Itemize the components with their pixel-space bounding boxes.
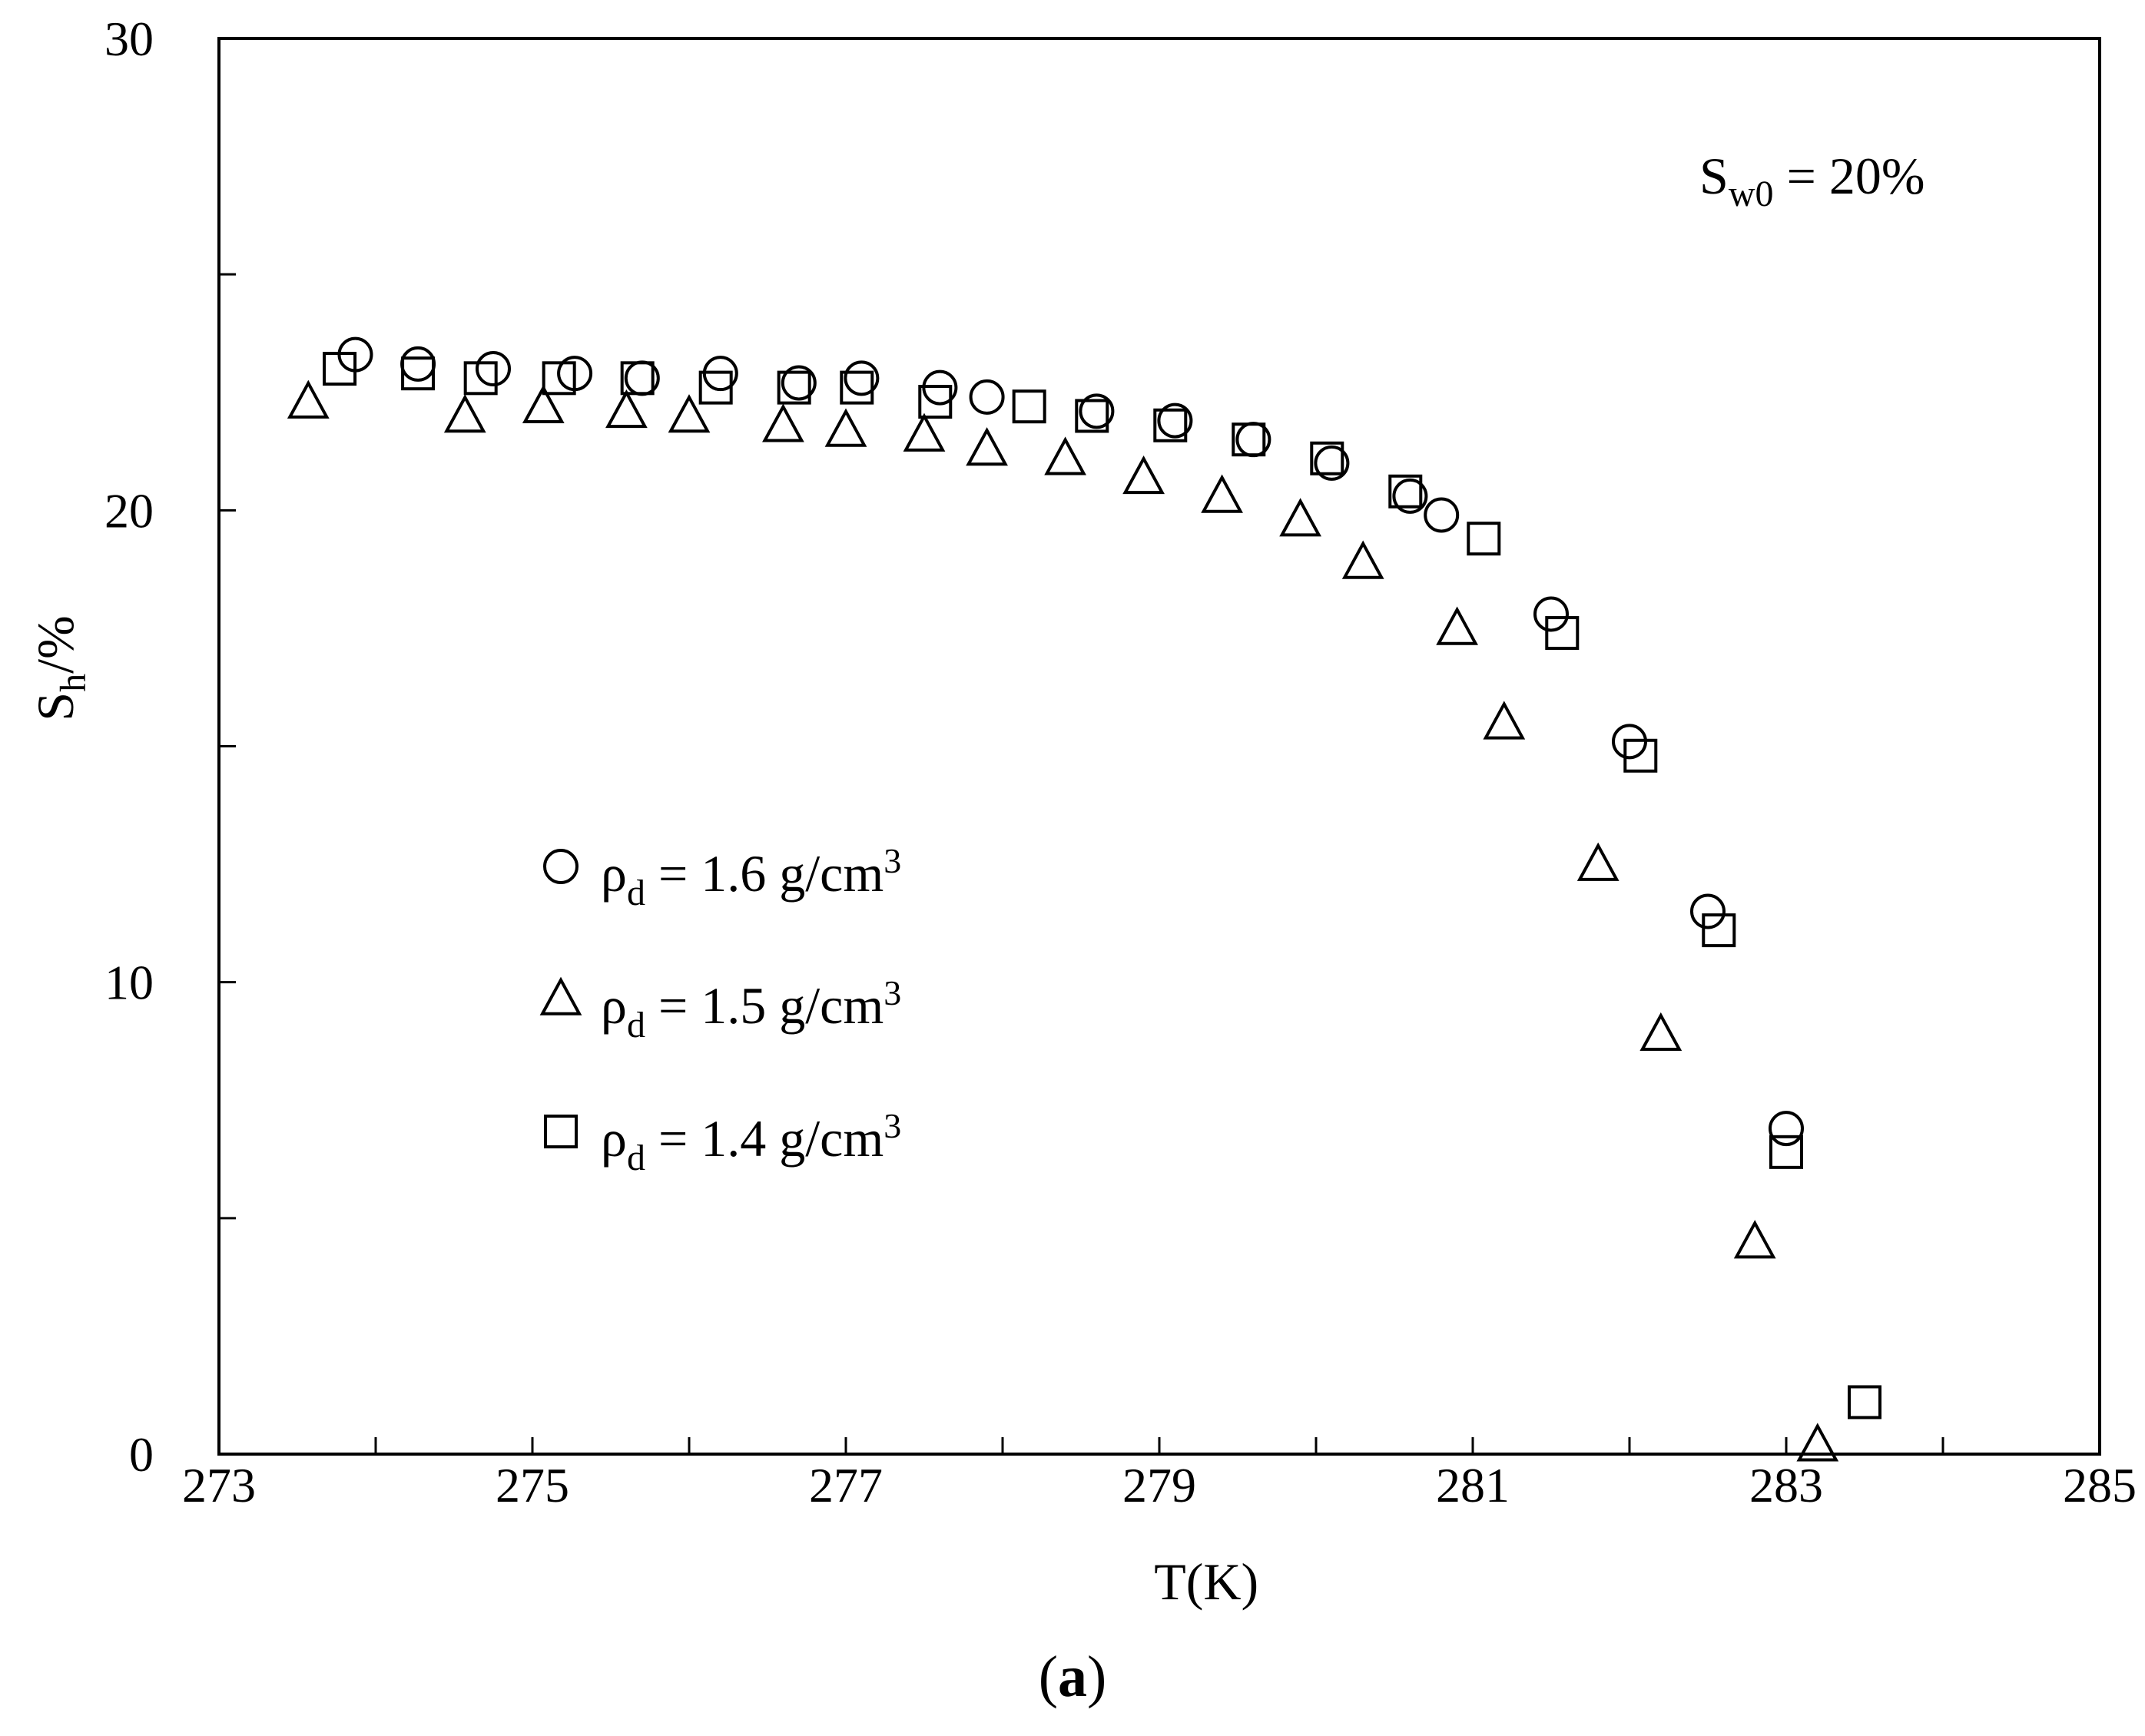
legend-marker-triangle: [539, 976, 582, 1015]
data-point-triangle: [762, 403, 804, 442]
data-point-triangle: [1044, 436, 1086, 475]
x-tick-label: 275: [496, 1458, 569, 1512]
data-point-square: [463, 361, 498, 396]
x-tick-label: 273: [182, 1458, 256, 1512]
data-point-triangle: [605, 389, 648, 429]
legend-marker-square: [544, 1115, 578, 1148]
x-tick-label: 277: [809, 1458, 883, 1512]
data-point-triangle: [443, 394, 486, 433]
data-point-square: [840, 370, 874, 405]
data-point-triangle: [1796, 1423, 1839, 1462]
data-point-square: [1153, 408, 1188, 442]
legend-label: ρd = 1.4 g/cm3: [601, 1106, 901, 1178]
data-point-square: [323, 352, 357, 386]
data-point-triangle: [1279, 498, 1321, 537]
series-square: [323, 352, 1881, 1420]
data-point-square: [1848, 1385, 1881, 1420]
y-tick-label: 0: [129, 1427, 154, 1482]
data-point-circle: [1157, 403, 1193, 439]
data-point-triangle: [824, 408, 867, 447]
data-point-triangle: [1733, 1220, 1776, 1259]
data-point-square: [918, 385, 953, 419]
series-circle: [337, 336, 1804, 1147]
data-point-triangle: [1576, 842, 1620, 881]
x-tick-label: 285: [2063, 1458, 2137, 1512]
data-point-circle: [1690, 893, 1726, 929]
data-point-square: [1545, 616, 1580, 651]
caption-close-paren: ): [1087, 1645, 1107, 1709]
data-point-square: [1075, 399, 1109, 433]
legend: ρd = 1.6 g/cm3 ρd = 1.5 g/cm3 ρd = 1.4 g/c…: [539, 841, 901, 1178]
legend-item: ρd = 1.6 g/cm3: [543, 841, 901, 913]
axis-labels: T(K) Sh/%: [26, 615, 1258, 1611]
series-triangle: [287, 379, 1839, 1462]
legend-item: ρd = 1.4 g/cm3: [544, 1106, 901, 1178]
data-point-circle: [781, 365, 817, 401]
data-point-square: [1467, 522, 1501, 556]
data-point-circle: [400, 346, 436, 382]
data-points: [287, 336, 1881, 1462]
data-point-triangle: [668, 394, 711, 433]
y-tick-label: 20: [104, 483, 154, 538]
data-point-square: [777, 370, 811, 405]
data-point-square: [698, 370, 733, 405]
data-point-triangle: [966, 427, 1008, 466]
x-tick-label: 281: [1436, 1458, 1510, 1512]
data-point-triangle: [1436, 606, 1478, 645]
caption-letter: a: [1058, 1645, 1087, 1709]
data-point-square: [401, 356, 436, 391]
data-point-circle: [1533, 596, 1569, 632]
data-point-triangle: [1122, 455, 1165, 495]
x-axis-title: T(K): [1154, 1552, 1258, 1611]
y-tick-label: 10: [104, 956, 154, 1010]
data-point-triangle: [1341, 540, 1384, 579]
data-point-triangle: [1201, 474, 1243, 513]
caption-open-paren: (: [1038, 1645, 1058, 1709]
data-point-circle: [969, 379, 1005, 415]
data-point-circle: [1079, 393, 1115, 429]
data-point-square: [1769, 1135, 1803, 1169]
plot-border: [217, 37, 2101, 1456]
data-point-square: [1310, 441, 1344, 475]
x-tick-label: 279: [1122, 1458, 1196, 1512]
x-axis: 273 275 277 279 281 283 285: [182, 1437, 2137, 1512]
data-point-square: [542, 361, 576, 396]
data-point-triangle: [522, 384, 565, 423]
data-point-circle: [476, 351, 511, 387]
legend-label: ρd = 1.6 g/cm3: [601, 841, 901, 913]
data-point-square: [1012, 389, 1046, 424]
data-point-circle: [844, 360, 880, 396]
figure-caption: (a): [0, 1644, 2145, 1711]
data-point-triangle: [1639, 1012, 1683, 1052]
data-point-circle: [1769, 1111, 1804, 1147]
legend-item: ρd = 1.5 g/cm3: [539, 973, 901, 1045]
y-tick-label: 30: [104, 12, 154, 66]
data-point-triangle: [287, 379, 330, 419]
x-tick-label: 283: [1749, 1458, 1823, 1512]
data-point-square: [1623, 738, 1658, 773]
data-point-triangle: [1483, 701, 1526, 740]
y-axis: 0 10 20 30: [104, 12, 236, 1482]
annotation-initial-water-saturation: Sw0 = 20%: [1699, 147, 1925, 214]
data-point-square: [1388, 474, 1423, 509]
data-point-square: [620, 361, 655, 396]
data-point-square: [1702, 913, 1736, 948]
data-point-circle: [1314, 445, 1350, 481]
data-point-triangle: [903, 412, 946, 452]
data-point-circle: [1392, 478, 1428, 514]
annotation: Sw0 = 20%: [1699, 147, 1925, 214]
data-point-circle: [1424, 497, 1460, 533]
legend-marker-circle: [543, 849, 579, 884]
legend-label: ρd = 1.5 g/cm3: [601, 973, 901, 1045]
y-axis-title: Sh/%: [26, 615, 94, 721]
data-point-square: [1232, 422, 1266, 457]
plot-frame: [217, 37, 2101, 1456]
